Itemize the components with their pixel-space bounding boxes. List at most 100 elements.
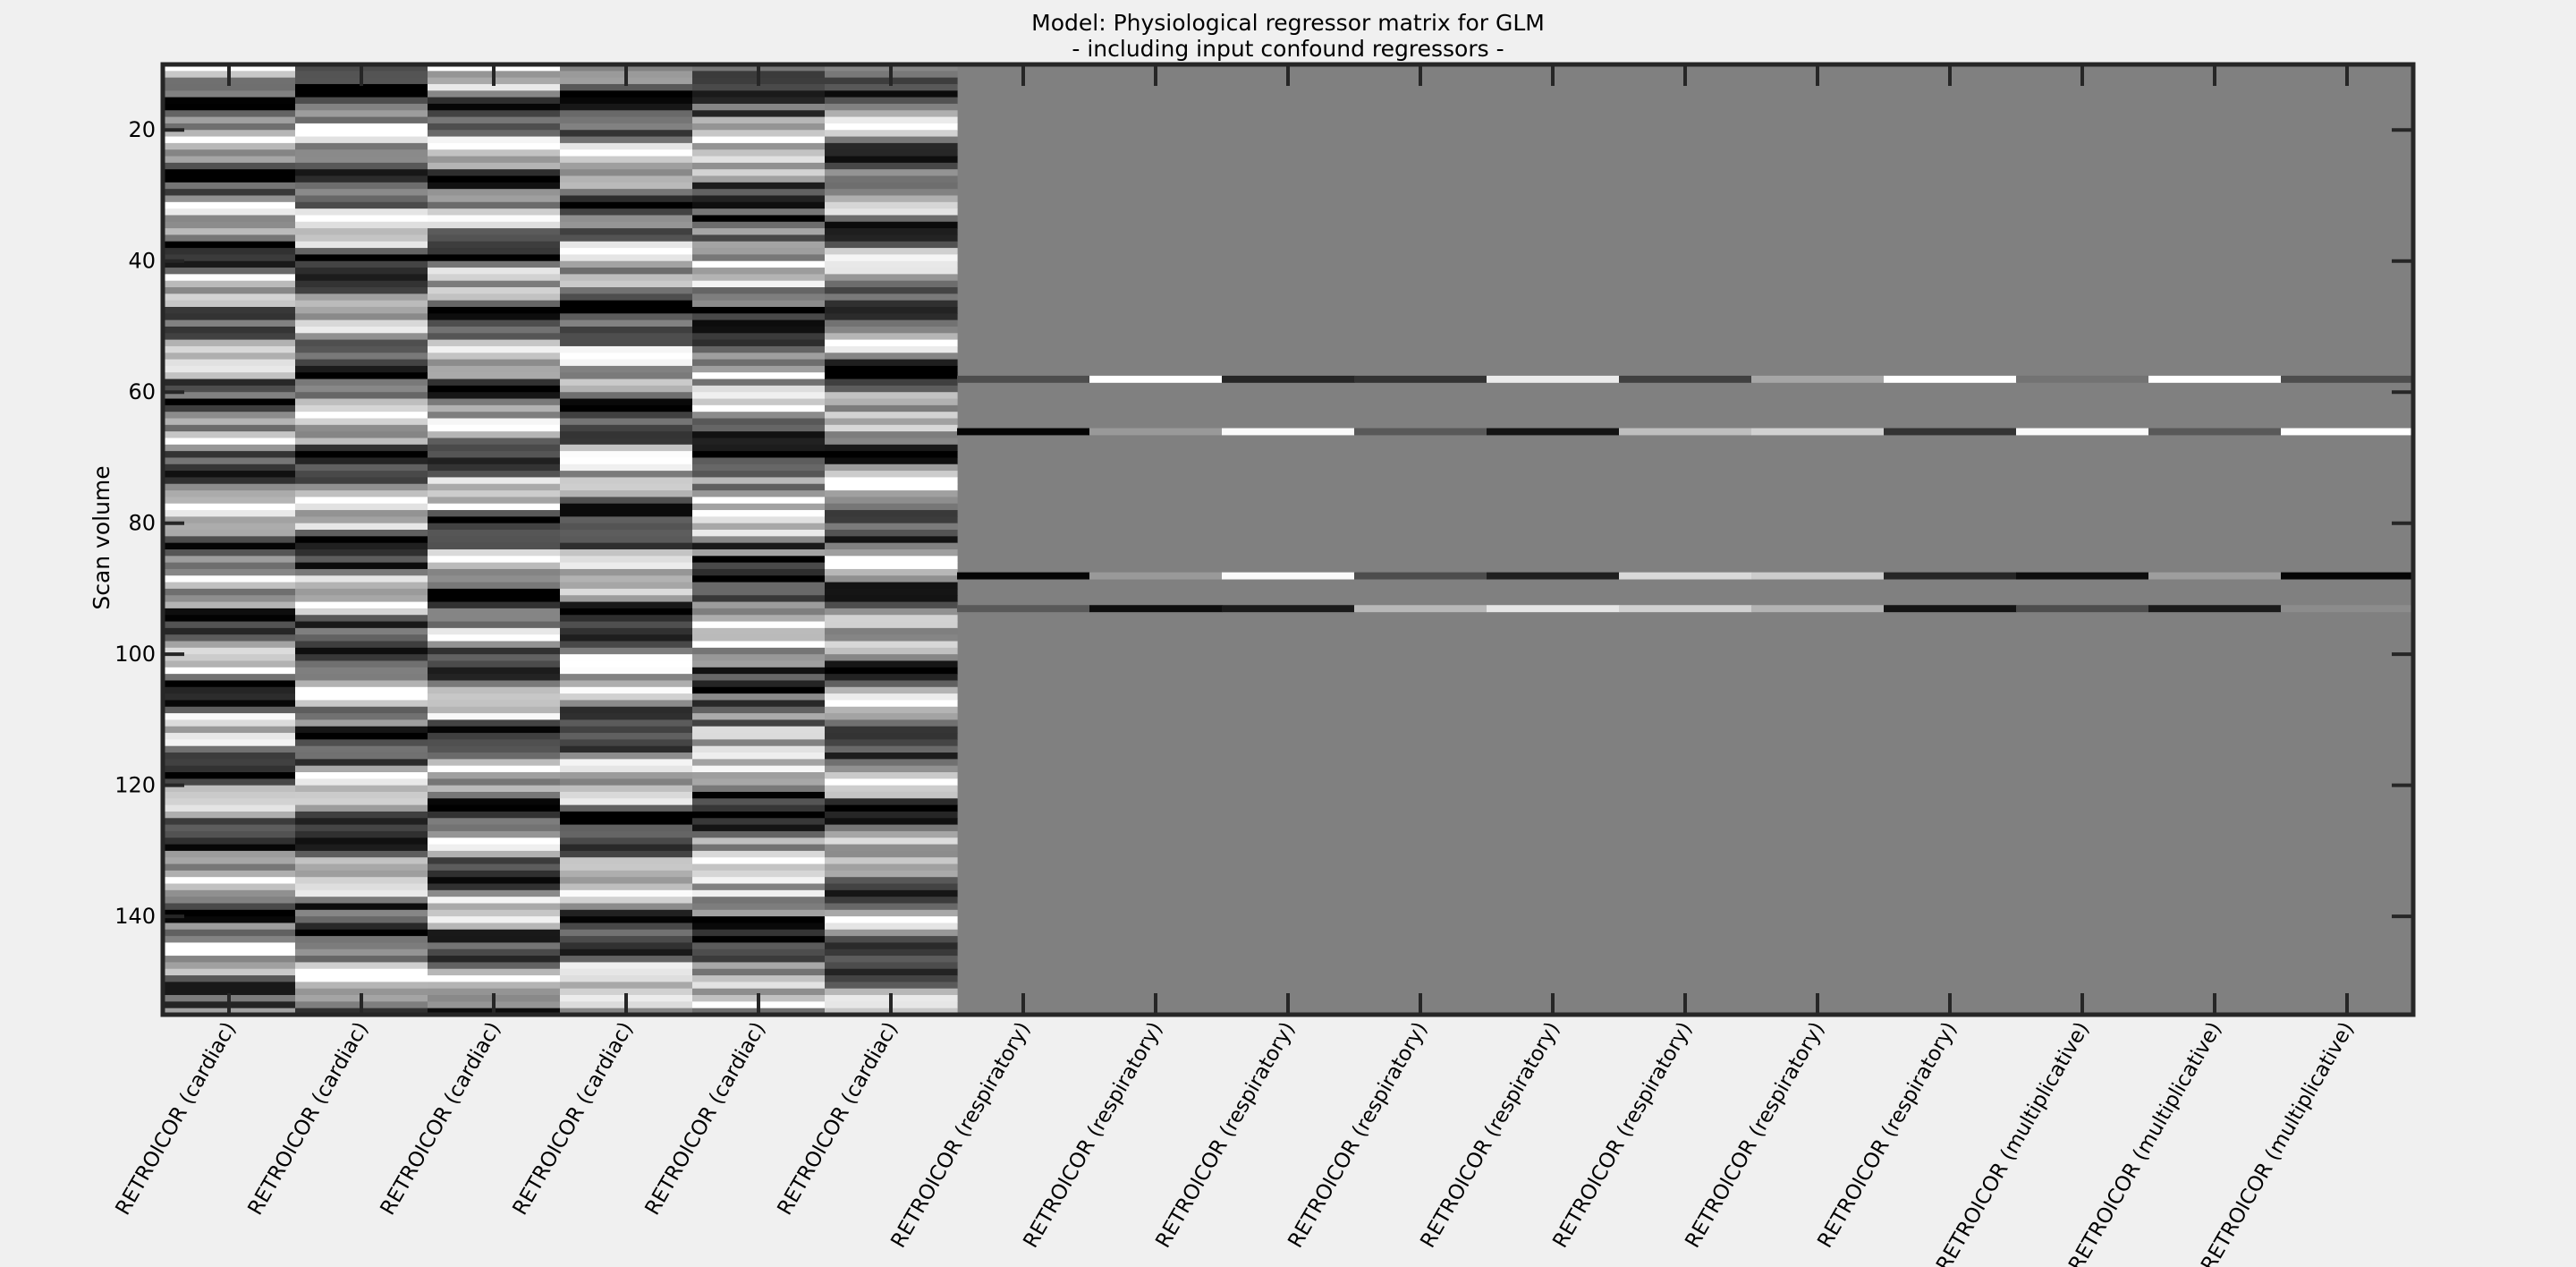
heatmap-cell (163, 772, 296, 779)
heatmap-cell (692, 175, 826, 183)
heatmap-cell (692, 313, 826, 321)
heatmap-cell (295, 641, 428, 649)
heatmap-cell (295, 601, 428, 609)
heatmap-cell (1354, 428, 1487, 436)
heatmap-cell (163, 719, 296, 727)
y-tick-label: 40 (128, 249, 156, 274)
heatmap-cell (295, 254, 428, 262)
heatmap-cell (163, 398, 296, 406)
heatmap-cell (428, 667, 561, 675)
heatmap-cell (295, 149, 428, 157)
heatmap-cell (295, 726, 428, 734)
heatmap-cell (692, 791, 826, 799)
heatmap-cell (163, 627, 296, 635)
heatmap-cell (1222, 375, 1355, 383)
heatmap-cell (163, 680, 296, 688)
heatmap-cell (163, 83, 296, 91)
heatmap-cell (560, 516, 693, 524)
heatmap-cell (295, 530, 428, 537)
heatmap-cell (692, 889, 826, 897)
heatmap-cell (163, 988, 296, 996)
heatmap-cell (428, 674, 561, 682)
heatmap-cell (560, 503, 693, 511)
heatmap-cell (560, 215, 693, 223)
heatmap-cell (560, 745, 693, 753)
heatmap-cell (825, 313, 958, 321)
heatmap-cell (692, 975, 826, 982)
heatmap-cell (428, 745, 561, 753)
heatmap-cell (163, 948, 296, 957)
heatmap-cell (692, 287, 826, 294)
heatmap-cell (692, 713, 826, 721)
heatmap-cell (692, 201, 826, 209)
heatmap-cell (560, 248, 693, 255)
heatmap-cell (163, 463, 296, 472)
heatmap-cell (560, 353, 693, 361)
heatmap-cell (163, 471, 296, 479)
heatmap-cell (692, 241, 826, 249)
heatmap-cell (163, 916, 296, 924)
heatmap-cell (428, 759, 561, 767)
heatmap-cell (825, 765, 958, 773)
heatmap-cell (1354, 572, 1487, 580)
heatmap-cell (692, 575, 826, 583)
heatmap-cell (692, 909, 826, 917)
heatmap-cell (163, 260, 296, 268)
heatmap-cell (692, 857, 826, 865)
heatmap-cell (692, 398, 826, 406)
heatmap-cell (428, 719, 561, 727)
heatmap-cell (295, 293, 428, 302)
heatmap-cell (692, 365, 826, 373)
heatmap-cell (692, 234, 826, 242)
heatmap-cell (428, 830, 561, 838)
heatmap-cell (825, 556, 958, 564)
heatmap-cell (295, 909, 428, 917)
heatmap-cell (295, 463, 428, 472)
heatmap-cell (2016, 572, 2149, 580)
heatmap-cell (163, 345, 296, 353)
heatmap-cell (1884, 605, 2017, 613)
heatmap-cell (560, 889, 693, 897)
heatmap-cell (295, 471, 428, 479)
heatmap-cell (1884, 428, 2017, 436)
heatmap-cell (295, 365, 428, 373)
heatmap-cell (295, 948, 428, 957)
heatmap-cell (560, 838, 693, 846)
heatmap-cell (163, 897, 296, 905)
heatmap-cell (560, 726, 693, 734)
heatmap-cell (692, 568, 826, 576)
heatmap-cell (825, 601, 958, 609)
heatmap-cell (163, 883, 296, 891)
heatmap-cell (957, 572, 1090, 580)
heatmap-cell (560, 733, 693, 740)
heatmap-cell (692, 647, 826, 655)
heatmap-cell (692, 490, 826, 497)
heatmap-cell (428, 778, 561, 787)
heatmap-cell (692, 116, 826, 124)
heatmap-cell (825, 975, 958, 982)
heatmap-cell (560, 116, 693, 124)
heatmap-cell (825, 201, 958, 209)
heatmap-cell (295, 542, 428, 550)
heatmap-cell (560, 110, 693, 118)
heatmap-cell (163, 274, 296, 282)
heatmap-cell (692, 897, 826, 905)
heatmap-cell (428, 962, 561, 970)
heatmap-cell (1884, 375, 2017, 383)
heatmap-cell (692, 601, 826, 609)
heatmap-cell (163, 936, 296, 944)
heatmap-cell (560, 287, 693, 294)
heatmap-cell (295, 595, 428, 603)
heatmap-cell (163, 863, 296, 872)
heatmap-cell (163, 123, 296, 131)
heatmap-cell (692, 359, 826, 367)
x-tick-label: RETROICOR (respiratory) (1813, 1018, 1962, 1252)
heatmap-cell (692, 824, 826, 832)
heatmap-cell (428, 248, 561, 255)
heatmap-cell (825, 300, 958, 308)
heatmap-cell (692, 333, 826, 341)
heatmap-cell (295, 883, 428, 891)
heatmap-cell (163, 548, 296, 557)
heatmap-cell (428, 785, 561, 793)
